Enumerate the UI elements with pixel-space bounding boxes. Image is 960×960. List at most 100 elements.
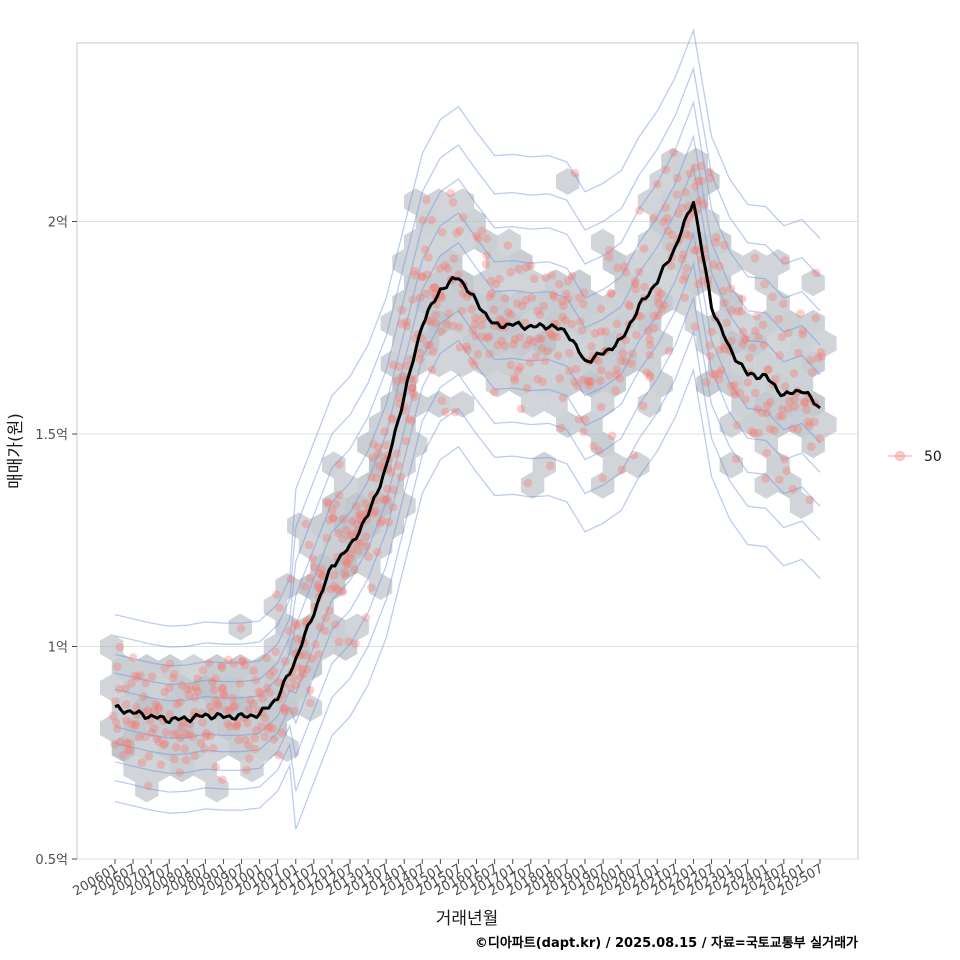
- scatter-point: [154, 702, 163, 712]
- hexbin-cell: [135, 654, 159, 681]
- scatter-point: [458, 213, 468, 222]
- scatter-point: [575, 317, 585, 326]
- hexbin-cell: [310, 593, 334, 621]
- scatter-point: [281, 707, 290, 716]
- scatter-point: [198, 666, 208, 675]
- hexbin-cell: [193, 714, 217, 742]
- hexbin-cell: [333, 512, 358, 540]
- scatter-point: [168, 673, 178, 683]
- scatter-point: [663, 226, 672, 235]
- scatter-point: [127, 679, 136, 688]
- scatter-point: [771, 374, 780, 384]
- scatter-point: [714, 375, 724, 384]
- hexbin-cell: [556, 168, 580, 195]
- scatter-point: [346, 553, 355, 563]
- hexbin-cell: [322, 573, 346, 600]
- scatter-point: [250, 734, 260, 743]
- scatter-point: [485, 292, 495, 301]
- hexbin-cell: [474, 269, 498, 297]
- scatter-point: [573, 381, 582, 390]
- scatter-point: [720, 240, 729, 250]
- scatter-point: [182, 684, 192, 694]
- scatter-point: [764, 365, 773, 374]
- hexbin-cell: [404, 188, 428, 216]
- scatter-point: [206, 731, 215, 741]
- scatter-point: [160, 664, 169, 673]
- scatter-point: [679, 250, 688, 259]
- hexbin-cell: [404, 390, 428, 418]
- scatter-point: [737, 294, 747, 304]
- scatter-point: [516, 362, 525, 372]
- hexbin-cell: [298, 573, 323, 600]
- scatter-point: [407, 416, 417, 426]
- scatter-point: [321, 613, 330, 623]
- scatter-point: [161, 728, 171, 737]
- scatter-point: [331, 499, 341, 509]
- hexbin-cell: [287, 633, 311, 661]
- scatter-point: [730, 381, 739, 390]
- scatter-point: [367, 472, 376, 482]
- scatter-point: [634, 267, 644, 277]
- scatter-point: [487, 289, 496, 298]
- hexbin-cell: [766, 289, 790, 317]
- hexbin-cell: [392, 249, 416, 276]
- scatter-point: [417, 272, 427, 282]
- hexbin-cell: [450, 350, 475, 378]
- scatter-point: [223, 655, 233, 665]
- hexbin-cell: [532, 370, 556, 398]
- scatter-point: [471, 331, 480, 341]
- scatter-point: [807, 368, 817, 377]
- scatter-point: [128, 653, 138, 662]
- hexbin-cell: [345, 492, 369, 519]
- scatter-point: [213, 699, 223, 708]
- scatter-point: [659, 217, 669, 227]
- hexbin-cell: [696, 168, 720, 195]
- scatter-point: [369, 509, 378, 518]
- scatter-point: [454, 323, 464, 332]
- scatter-point: [517, 301, 527, 311]
- scatter-point: [802, 405, 811, 415]
- scatter-point: [275, 603, 284, 613]
- scatter-point: [709, 260, 718, 269]
- scatter-point: [430, 283, 440, 292]
- hexbin-cell: [228, 735, 252, 762]
- scatter-point: [164, 683, 174, 692]
- density-contour-line: [114, 261, 821, 756]
- scatter-point: [793, 424, 803, 434]
- scatter-point: [222, 705, 231, 715]
- scatter-point: [393, 461, 403, 471]
- scatter-point: [545, 461, 555, 471]
- scatter-point: [604, 253, 614, 262]
- hexbin-cell: [789, 492, 814, 519]
- scatter-point: [346, 531, 355, 541]
- scatter-point: [762, 408, 772, 418]
- hexbin-cell: [778, 390, 802, 418]
- scatter-point: [409, 389, 418, 399]
- hexbin-cell: [380, 471, 404, 499]
- scatter-point: [813, 353, 823, 363]
- hexbin-cell: [123, 755, 147, 783]
- y-tick-label: 1억: [48, 641, 68, 656]
- hexbin-cell: [637, 188, 662, 216]
- scatter-point: [207, 707, 217, 717]
- hexbin-cell: [368, 411, 393, 438]
- scatter-point: [160, 739, 170, 748]
- x-axis: 2006012006072007012007072008012008072009…: [71, 859, 826, 899]
- hexbin-cell: [626, 330, 650, 357]
- hexbin-cell: [357, 512, 381, 540]
- hexbin-cell: [275, 613, 299, 641]
- scatter-point: [431, 318, 441, 328]
- scatter-point: [244, 705, 254, 714]
- scatter-point: [315, 568, 325, 578]
- scatter-point: [229, 659, 238, 668]
- scatter-point: [190, 693, 200, 703]
- hexbin-cell: [322, 492, 346, 519]
- scatter-point: [340, 568, 350, 577]
- scatter-point: [611, 386, 620, 396]
- scatter-point: [292, 634, 302, 644]
- scatter-point: [234, 735, 243, 745]
- hexbin-cell: [216, 674, 241, 702]
- scatter-point: [232, 719, 242, 728]
- scatter-point: [211, 762, 220, 772]
- scatter-point: [125, 746, 135, 755]
